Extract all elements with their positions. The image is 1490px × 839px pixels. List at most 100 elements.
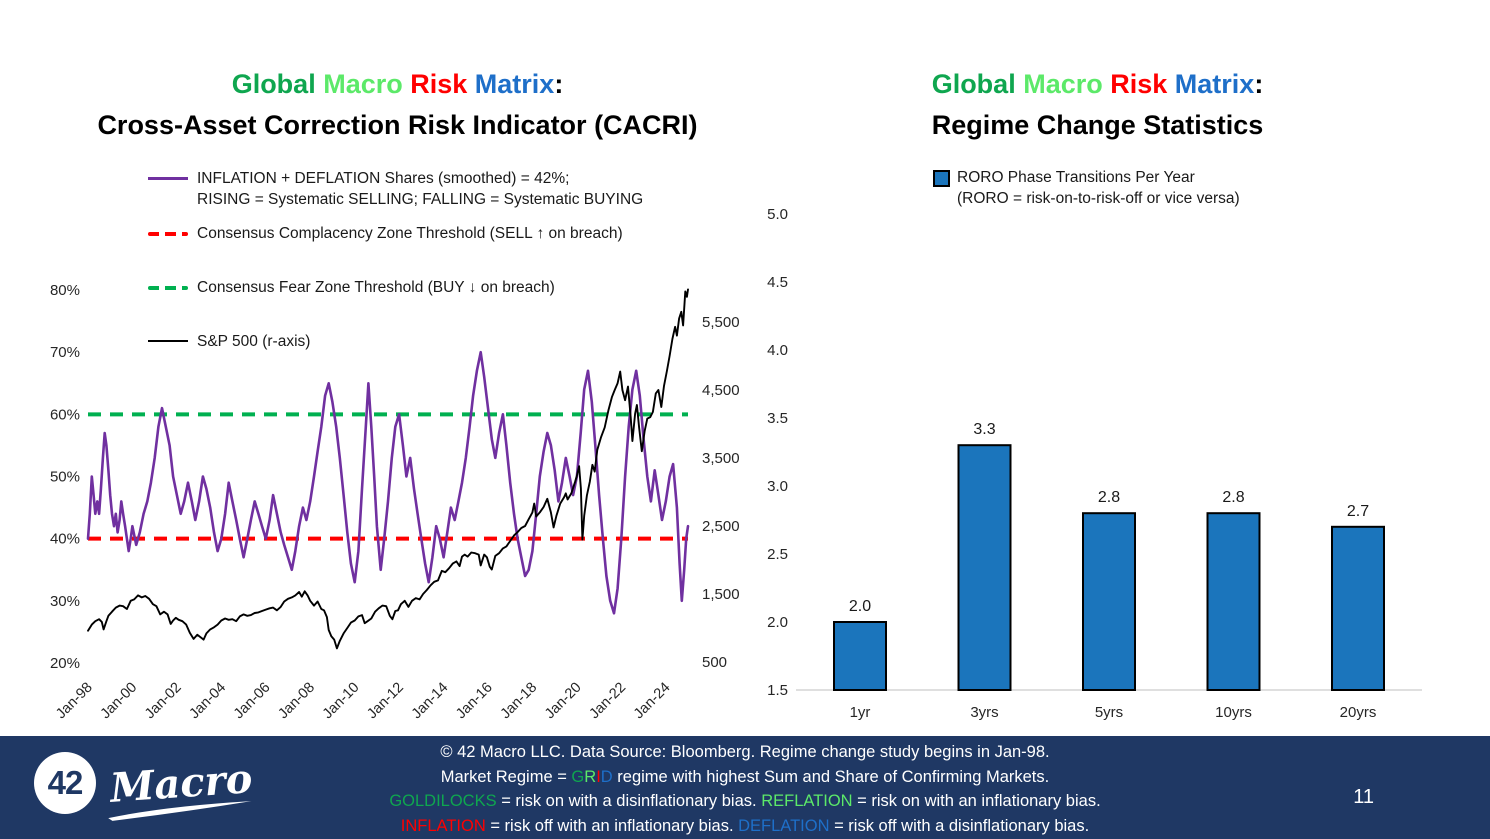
- series-line-sp500: [87, 288, 689, 650]
- x-axis-tick-label: Jan-24: [631, 680, 674, 723]
- bar-value-label: 2.8: [1222, 489, 1244, 506]
- text-segment: Market Regime =: [440, 767, 572, 786]
- text-segment: :: [1254, 69, 1264, 99]
- x-axis-tick-label: Jan-18: [498, 680, 541, 723]
- footer-line-1: © 42 Macro LLC. Data Source: Bloomberg. …: [0, 740, 1490, 765]
- right-axis-tick-label: 3,500: [702, 450, 740, 467]
- text-segment: D: [600, 767, 613, 786]
- right-chart-title-line1: Global Macro Risk Matrix:: [770, 64, 1425, 105]
- category-label: 3yrs: [970, 704, 998, 721]
- x-axis-tick-label: Jan-98: [53, 680, 96, 723]
- category-label: 10yrs: [1215, 704, 1252, 721]
- right-axis-tick-label: 4,500: [702, 382, 740, 399]
- y-axis-tick-label: 1.5: [767, 682, 788, 699]
- text-segment: Matrix: [474, 69, 555, 99]
- logo-swoosh-icon: [108, 800, 252, 821]
- y-axis-tick-label: 4.5: [767, 274, 788, 291]
- legend-item-sp500: S&P 500 (r-axis): [148, 331, 728, 352]
- legend-label: RORO Phase Transitions Per Year (RORO = …: [957, 169, 1240, 207]
- x-axis-tick-label: Jan-00: [98, 680, 141, 723]
- left-axis-tick-label: 30%: [50, 593, 80, 610]
- x-axis-tick-label: Jan-12: [364, 680, 407, 723]
- left-axis-tick-label: 60%: [50, 406, 80, 423]
- right-axis-tick-label: 1,500: [702, 586, 740, 603]
- text-segment: Risk: [410, 69, 475, 99]
- logo-42-circle: 42: [34, 752, 96, 814]
- text-segment: DEFLATION: [738, 816, 830, 835]
- x-axis-tick-label: Jan-06: [231, 680, 274, 723]
- y-axis-tick-label: 2.5: [767, 546, 788, 563]
- text-segment: :: [554, 69, 564, 99]
- text-segment: Matrix: [1174, 69, 1255, 99]
- text-segment: Global: [231, 69, 324, 99]
- logo-macro-script: Macro: [108, 755, 254, 821]
- text-segment: G: [571, 767, 585, 786]
- left-axis-tick-label: 70%: [50, 344, 80, 361]
- black-line-swatch-icon: [148, 340, 188, 342]
- x-axis-tick-label: Jan-10: [320, 680, 363, 723]
- bar-value-label: 3.3: [973, 421, 995, 438]
- right-axis-tick-label: 500: [702, 654, 727, 671]
- legend-item-cacri-series: INFLATION + DEFLATION Shares (smoothed) …: [148, 168, 728, 210]
- footer-line-4: INFLATION = risk off with an inflationar…: [0, 814, 1490, 839]
- legend-item-fear-threshold: Consensus Fear Zone Threshold (BUY ↓ on …: [148, 277, 728, 298]
- text-segment: Global: [931, 69, 1024, 99]
- right-axis-tick-label: 5,500: [702, 314, 740, 331]
- page-number: 11: [1353, 786, 1374, 808]
- company-logo: 42 Macro: [34, 752, 254, 821]
- x-axis-tick-label: Jan-08: [275, 680, 318, 723]
- bar-3yrs: [957, 444, 1012, 692]
- footer-bar: 42 Macro © 42 Macro LLC. Data Source: Bl…: [0, 736, 1490, 839]
- x-axis-tick-label: Jan-02: [142, 680, 185, 723]
- text-segment: REFLATION: [761, 792, 853, 811]
- right-chart-title: Global Macro Risk Matrix: Regime Change …: [770, 64, 1425, 146]
- left-axis-tick-label: 40%: [50, 531, 80, 548]
- left-axis-tick-label: 50%: [50, 469, 80, 486]
- right-axis-tick-label: 2,500: [702, 518, 740, 535]
- text-segment: GOLDILOCKS: [389, 792, 497, 811]
- legend-item-roro: RORO Phase Transitions Per Year (RORO = …: [933, 167, 1353, 209]
- text-segment: I: [596, 767, 601, 786]
- text-segment: = risk off with a disinflationary bias.: [829, 816, 1090, 835]
- category-label: 20yrs: [1340, 704, 1377, 721]
- y-axis-tick-label: 4.0: [767, 342, 788, 359]
- cacri-legend: INFLATION + DEFLATION Shares (smoothed) …: [148, 168, 728, 352]
- text-segment: = risk off with an inflationary bias.: [485, 816, 739, 835]
- x-axis-tick-label: Jan-20: [542, 680, 585, 723]
- text-segment: regime with highest Sum and Share of Con…: [612, 767, 1050, 786]
- series-line-cacri: [86, 350, 690, 615]
- y-axis-tick-label: 2.0: [767, 614, 788, 631]
- text-segment: = risk on with an inflationary bias.: [852, 792, 1101, 811]
- legend-label: INFLATION + DEFLATION Shares (smoothed) …: [197, 170, 644, 208]
- purple-line-swatch-icon: [148, 177, 188, 180]
- y-axis-tick-label: 3.5: [767, 410, 788, 427]
- bar-value-label: 2.8: [1098, 489, 1120, 506]
- text-segment: Risk: [1110, 69, 1175, 99]
- x-axis-tick-label: Jan-16: [453, 680, 496, 723]
- footer-disclaimer: © 42 Macro LLC. Data Source: Bloomberg. …: [0, 740, 1490, 838]
- y-axis-tick-label: 3.0: [767, 478, 788, 495]
- text-segment: R: [584, 767, 597, 786]
- left-chart-title-line1: Global Macro Risk Matrix:: [5, 64, 790, 105]
- y-axis-tick-label: 5.0: [767, 206, 788, 223]
- x-axis-tick-label: Jan-14: [409, 680, 452, 723]
- bar-10yrs: [1206, 512, 1261, 692]
- footer-line-3: GOLDILOCKS = risk on with a disinflation…: [0, 789, 1490, 814]
- left-axis-tick-label: 80%: [50, 282, 80, 299]
- bar-1yr: [833, 621, 887, 691]
- left-chart-title-line2: Cross-Asset Correction Risk Indicator (C…: [97, 110, 698, 140]
- roro-legend: RORO Phase Transitions Per Year (RORO = …: [933, 167, 1353, 209]
- text-segment: INFLATION: [400, 816, 486, 835]
- bar-value-label: 2.0: [849, 598, 871, 615]
- left-axis-tick-label: 20%: [50, 655, 80, 672]
- red-dashed-line-swatch-icon: [148, 232, 188, 236]
- blue-square-swatch-icon: [933, 170, 950, 187]
- text-segment: Macro: [323, 69, 411, 99]
- category-label: 5yrs: [1095, 704, 1123, 721]
- bar-5yrs: [1082, 512, 1136, 692]
- x-axis-tick-label: Jan-04: [186, 680, 229, 723]
- logo-number: 42: [47, 764, 84, 801]
- text-segment: Macro: [1023, 69, 1111, 99]
- green-dashed-line-swatch-icon: [148, 286, 188, 290]
